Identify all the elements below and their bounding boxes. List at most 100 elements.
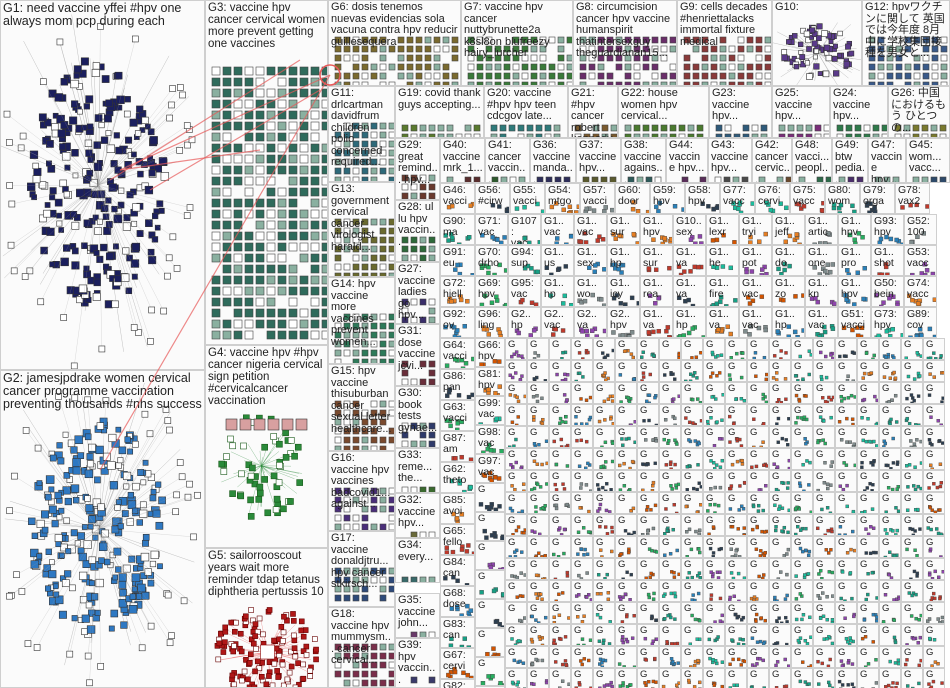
network-node: [401, 431, 409, 439]
network-node: [334, 167, 342, 175]
network-node: [410, 378, 418, 385]
network-node: [719, 54, 727, 62]
network-node: [813, 48, 819, 54]
network-node: [697, 528, 702, 533]
network-node: [152, 509, 161, 518]
group-keywords: hpv: [688, 195, 705, 208]
network-node: [586, 530, 591, 534]
network-node: [868, 81, 876, 85]
group-cell-g49: G49: btw pedia...: [832, 138, 868, 183]
network-node: [516, 354, 521, 358]
network-node: [687, 527, 692, 532]
network-node: [738, 484, 742, 488]
network-node: [211, 132, 221, 142]
group-label-stub: G: [772, 383, 780, 394]
network-node: [361, 358, 369, 363]
network-node: [160, 307, 168, 315]
small-group-cell: G: [571, 492, 593, 514]
network-node: [513, 550, 517, 554]
network-node: [10, 267, 18, 275]
network-node: [827, 269, 833, 275]
network-node: [863, 509, 867, 513]
network-node: [918, 374, 922, 378]
network-node: [89, 178, 98, 188]
group-label: G92: ov: [443, 308, 473, 331]
group-cell-g24: G24: vaccine hpv...: [830, 86, 888, 138]
network-node: [91, 593, 99, 601]
group-label-stub: G: [750, 471, 758, 482]
network-node: [479, 590, 484, 595]
small-group-cell: G: [901, 382, 923, 404]
network-node: [500, 176, 508, 182]
network-node: [247, 472, 255, 480]
network-node: [6, 592, 13, 600]
network-node: [907, 463, 912, 467]
network-node: [244, 330, 254, 340]
network-node: [514, 206, 520, 211]
network-node: [288, 209, 298, 219]
small-group-cell: G64: vacci: [440, 338, 475, 369]
network-node: [931, 72, 939, 80]
network-node: [749, 269, 755, 274]
small-group-cell: G: [659, 536, 681, 558]
network-node: [401, 298, 409, 306]
group-keywords: hpv: [841, 288, 858, 301]
network-node: [688, 237, 694, 242]
network-node: [56, 442, 63, 449]
network-node: [296, 479, 303, 486]
network-node: [428, 631, 436, 637]
small-group-cell: G1.. do: [772, 245, 805, 276]
network-node: [701, 45, 709, 53]
network-node: [715, 133, 723, 137]
group-cell-g39: G39: hpv vaccin...: [395, 638, 440, 688]
network-node: [913, 72, 921, 80]
small-group-cell: G: [769, 536, 791, 558]
network-node: [352, 643, 360, 651]
network-node: [54, 534, 63, 543]
network-node: [757, 239, 762, 244]
group-id: G2:: [3, 371, 24, 385]
network-node: [685, 530, 689, 534]
group-label-stub: G: [728, 493, 736, 504]
network-node: [499, 448, 504, 453]
group-label: G63: vacci: [443, 401, 473, 424]
network-node: [74, 435, 84, 445]
network-node: [737, 54, 745, 62]
network-node: [759, 549, 763, 553]
small-group-cell: G: [813, 470, 835, 492]
network-node: [548, 72, 556, 80]
network-node: [361, 263, 369, 271]
network-node: [651, 72, 659, 80]
small-group-cell: G: [879, 426, 901, 448]
network-node: [753, 351, 758, 355]
network-node: [710, 371, 715, 375]
network-node: [370, 670, 378, 678]
network-node: [343, 263, 351, 271]
network-node: [255, 88, 265, 98]
network-node: [660, 72, 668, 80]
network-node: [58, 507, 65, 514]
group-keywords: vac: [808, 319, 825, 332]
network-node: [266, 132, 276, 142]
small-group-cell: G: [769, 426, 791, 448]
network-node: [428, 174, 436, 182]
network-node: [921, 124, 929, 132]
network-node: [388, 487, 394, 495]
group-keywords: bein: [874, 288, 894, 301]
network-node: [256, 615, 263, 622]
network-node: [343, 245, 351, 253]
network-node: [48, 570, 57, 579]
network-node: [92, 534, 99, 541]
network-node: [266, 286, 276, 296]
group-label: G1.. vac: [742, 277, 770, 300]
network-node: [864, 439, 869, 444]
network-node: [288, 132, 298, 142]
network-node: [931, 36, 939, 44]
network-node: [689, 547, 694, 552]
network-node: [428, 316, 436, 323]
network-node: [485, 36, 493, 44]
group-label: G38: vaccine agains...: [624, 139, 664, 182]
network-node: [36, 553, 43, 560]
network-node: [940, 81, 948, 85]
network-node: [928, 505, 933, 510]
